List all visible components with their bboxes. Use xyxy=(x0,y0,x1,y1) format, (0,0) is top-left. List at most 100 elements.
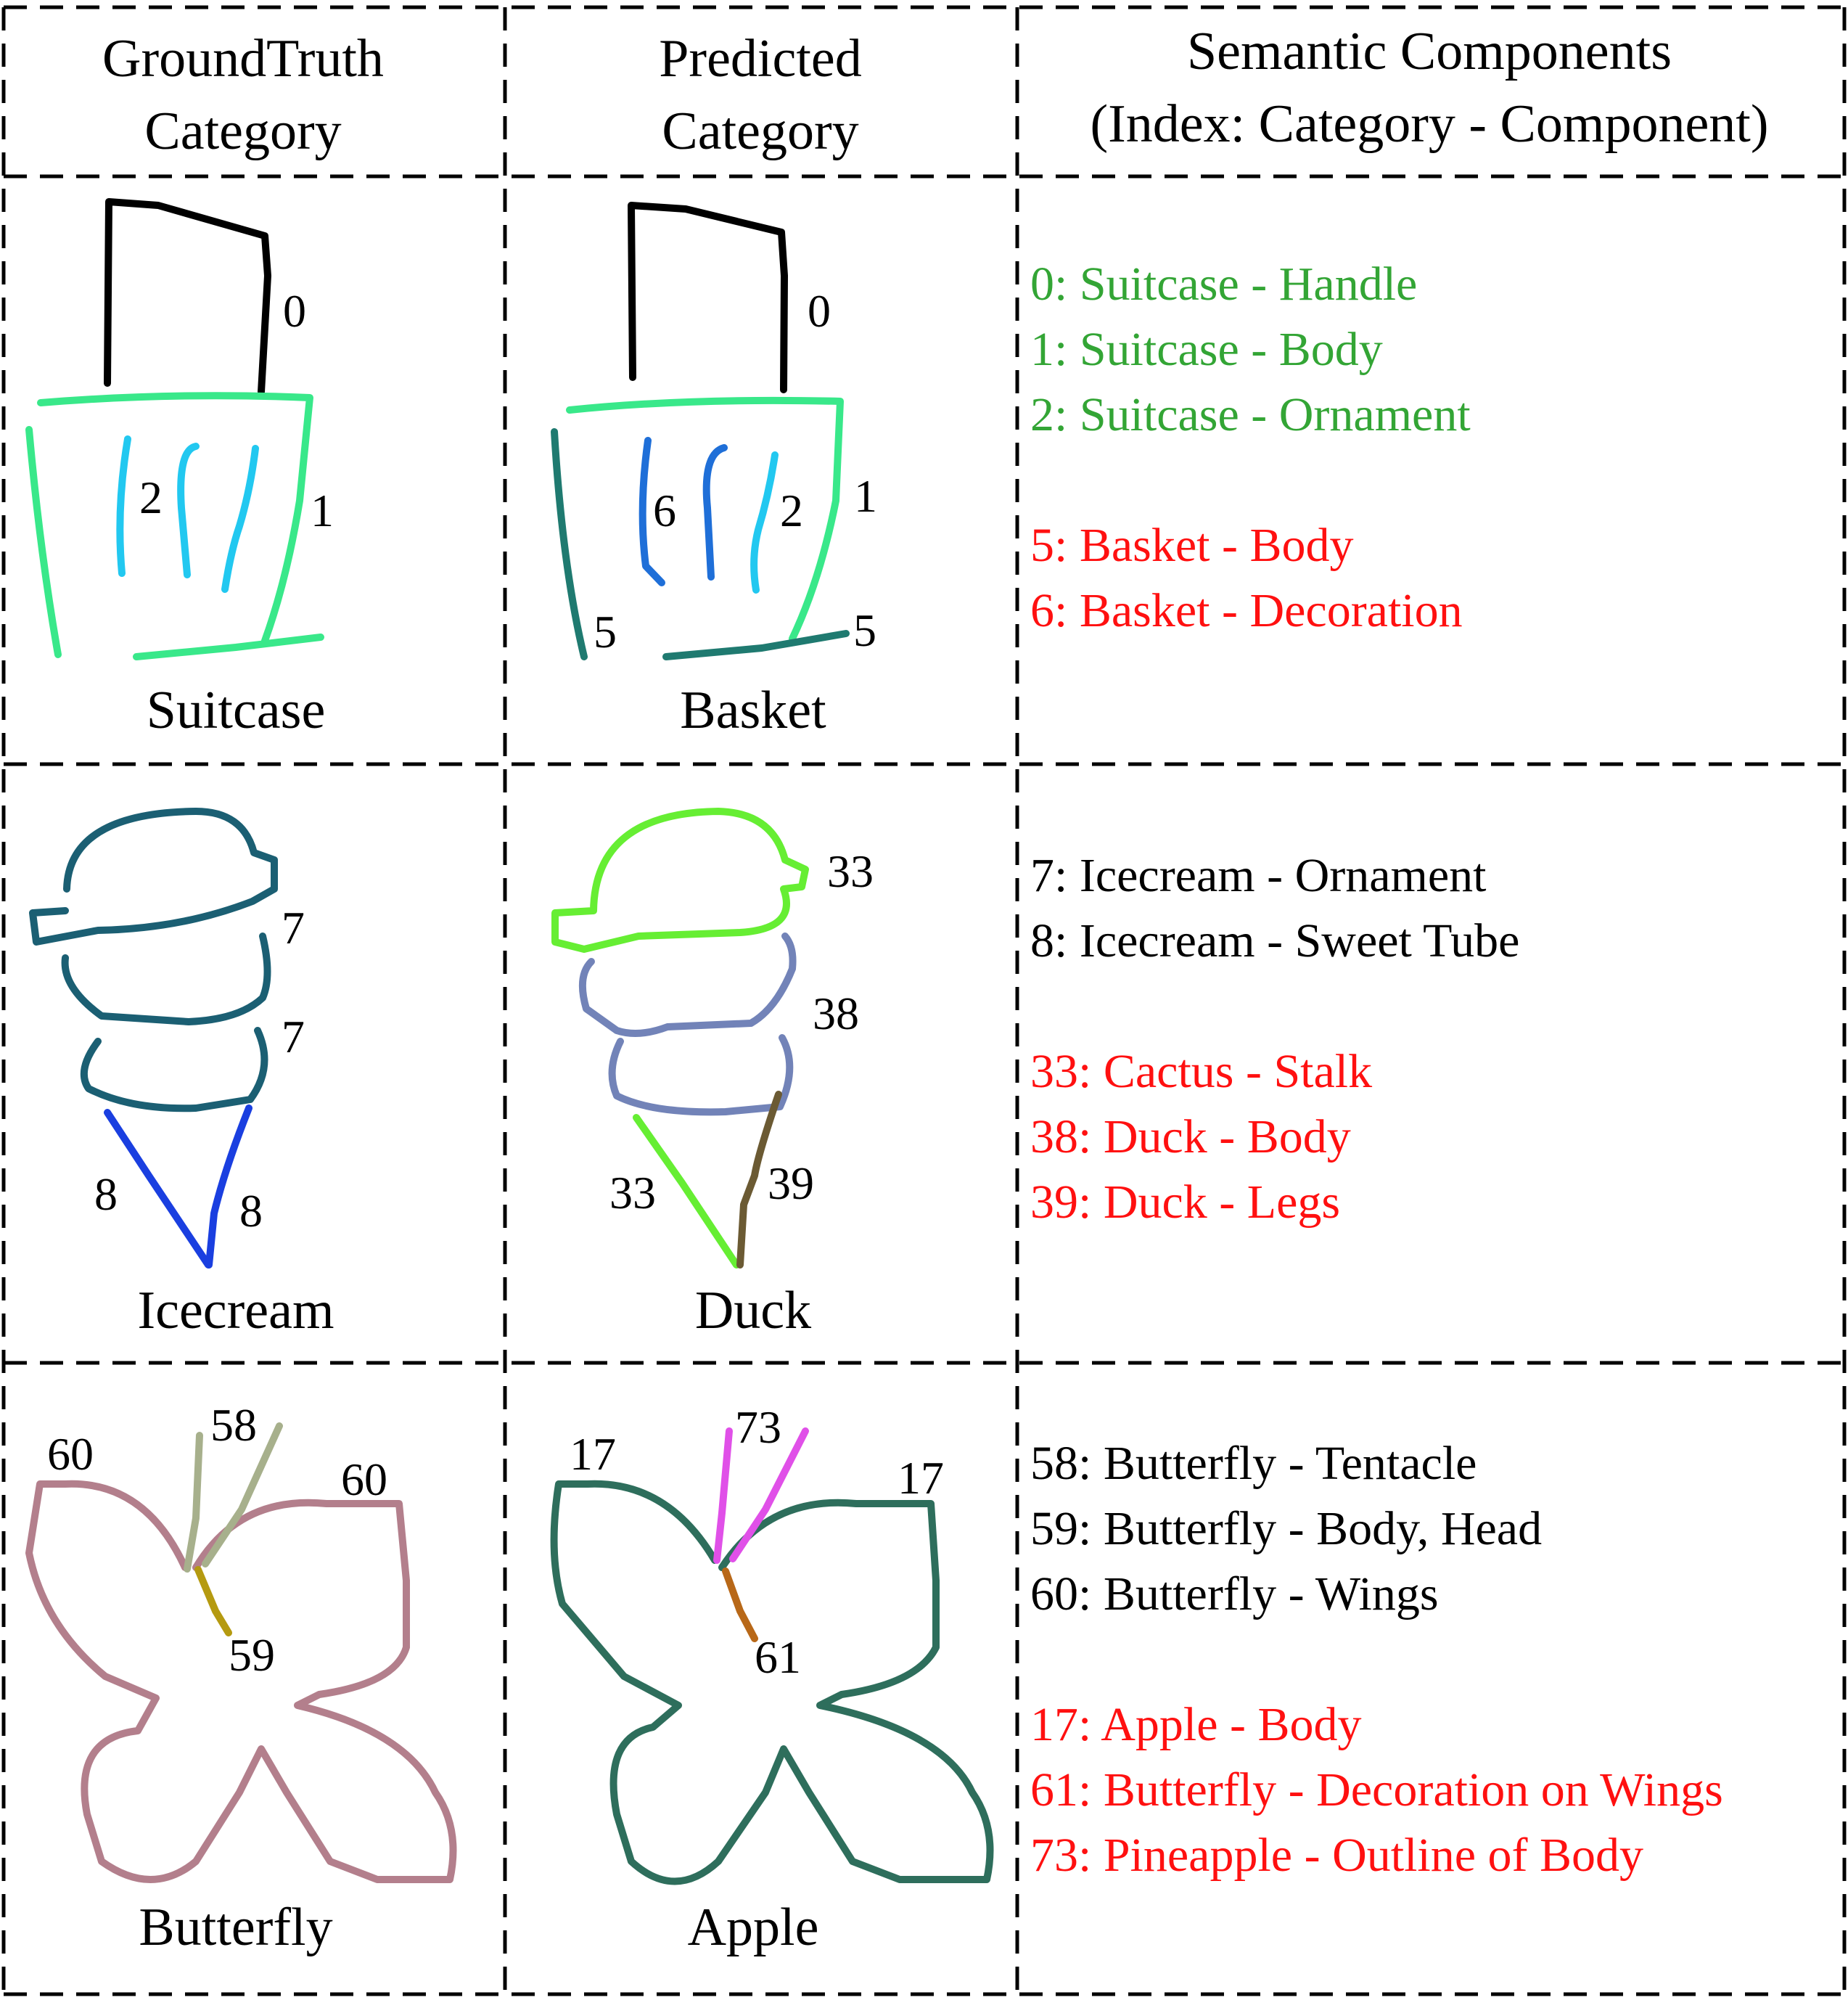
row-2: 7 7 8 8 Icecream 33 38 33 39 Duck 7: Ice… xyxy=(29,808,1519,1340)
component-entry: 39: Duck - Legs xyxy=(1030,1176,1340,1229)
component-entry: 17: Apple - Body xyxy=(1030,1698,1362,1751)
sketch-butterfly: 60 58 60 59 xyxy=(25,1399,457,1883)
predicted-caption: Duck xyxy=(695,1281,811,1340)
suitcase-body-stroke xyxy=(37,392,313,644)
sketch-apple: 17 73 17 61 xyxy=(550,1401,994,1885)
component-entry: 0: Suitcase - Handle xyxy=(1030,258,1417,311)
suitcase-handle-stroke xyxy=(104,198,271,396)
suitcase-ornament-stroke xyxy=(221,445,259,593)
suitcase-body-stroke xyxy=(133,634,324,660)
component-entry: 38: Duck - Body xyxy=(1030,1110,1351,1163)
component-label: 8 xyxy=(239,1185,263,1237)
component-label: 60 xyxy=(47,1428,94,1480)
component-entry: 60: Butterfly - Wings xyxy=(1030,1567,1439,1620)
component-entry: 33: Cactus - Stalk xyxy=(1030,1045,1372,1098)
sketch-suitcase: 0 1 2 xyxy=(25,198,334,660)
sketch-duck: 33 38 33 39 xyxy=(551,808,874,1269)
component-label: 8 xyxy=(94,1168,118,1220)
component-label: 5 xyxy=(853,604,876,656)
component-label: 33 xyxy=(827,845,874,897)
suitcase-body-stroke xyxy=(25,426,62,658)
component-label: 33 xyxy=(609,1167,656,1218)
components-list: 0: Suitcase - Handle 1: Suitcase - Body … xyxy=(1030,258,1471,637)
component-label: 2 xyxy=(139,472,163,523)
component-label: 1 xyxy=(854,470,877,522)
component-label: 17 xyxy=(570,1428,616,1480)
component-label: 39 xyxy=(768,1157,814,1209)
components-list: 7: Icecream - Ornament 8: Icecream - Swe… xyxy=(1030,849,1519,1229)
component-label: 60 xyxy=(341,1454,387,1505)
component-label: 6 xyxy=(653,485,676,536)
suitcase-handle-stroke xyxy=(628,202,788,393)
basket-decoration-stroke xyxy=(702,444,728,581)
icecream-ornament-stroke xyxy=(29,808,278,946)
component-entry: 1: Suitcase - Body xyxy=(1030,323,1383,376)
groundtruth-caption: Icecream xyxy=(137,1281,334,1340)
row-1: 0 1 2 Suitcase 0 6 2 1 5 5 Basket 0: Sui… xyxy=(25,198,1471,740)
component-label: 1 xyxy=(311,485,334,536)
component-entry: 2: Suitcase - Ornament xyxy=(1030,388,1471,441)
icecream-ornament-stroke xyxy=(80,1027,268,1112)
basket-body-stroke xyxy=(662,630,850,660)
component-label: 61 xyxy=(755,1631,801,1683)
butterfly-tentacle-stroke xyxy=(184,1432,203,1573)
component-entry: 5: Basket - Body xyxy=(1030,519,1353,572)
sketch-basket: 0 6 2 1 5 5 xyxy=(551,202,877,660)
component-label: 7 xyxy=(282,902,305,954)
butterfly-decoration-stroke xyxy=(722,1567,758,1642)
component-label: 2 xyxy=(780,485,803,536)
header-groundtruth-line1: GroundTruth xyxy=(102,29,384,89)
pineapple-outline-stroke xyxy=(713,1427,733,1564)
component-label: 17 xyxy=(898,1452,944,1504)
predicted-caption: Apple xyxy=(688,1898,819,1957)
suitcase-body-stroke xyxy=(566,396,844,642)
predicted-caption: Basket xyxy=(680,681,826,740)
apple-body-stroke xyxy=(550,1480,994,1885)
butterfly-body-stroke xyxy=(194,1566,232,1636)
component-entry: 73: Pineapple - Outline of Body xyxy=(1030,1829,1643,1882)
components-list: 58: Butterfly - Tentacle 59: Butterfly -… xyxy=(1030,1437,1723,1882)
header-components-line2: (Index: Category - Component) xyxy=(1090,94,1768,154)
header-groundtruth-line2: Category xyxy=(144,102,341,161)
sketch-icecream: 7 7 8 8 xyxy=(29,808,305,1269)
duck-legs-stroke xyxy=(736,1091,782,1269)
component-entry: 58: Butterfly - Tentacle xyxy=(1030,1437,1477,1490)
component-label: 7 xyxy=(282,1011,305,1062)
header-predicted-line1: Predicted xyxy=(659,29,861,89)
basket-decoration-stroke xyxy=(638,437,665,586)
table-grid xyxy=(1,5,1847,1996)
component-entry: 59: Butterfly - Body, Head xyxy=(1030,1502,1542,1555)
suitcase-ornament-stroke xyxy=(750,451,779,594)
cactus-stalk-stroke xyxy=(633,1114,740,1269)
component-label: 5 xyxy=(594,606,617,657)
suitcase-ornament-stroke xyxy=(177,443,200,578)
component-entry: 6: Basket - Decoration xyxy=(1030,584,1463,637)
suitcase-ornament-stroke xyxy=(116,435,131,577)
duck-body-stroke xyxy=(578,933,797,1037)
icecream-ornament-stroke xyxy=(61,933,271,1025)
component-label: 38 xyxy=(813,988,859,1039)
groundtruth-caption: Suitcase xyxy=(147,681,326,740)
header-components-line1: Semantic Components xyxy=(1187,22,1672,81)
component-entry: 8: Icecream - Sweet Tube xyxy=(1030,914,1519,967)
component-entry: 61: Butterfly - Decoration on Wings xyxy=(1030,1763,1723,1816)
butterfly-wings-stroke xyxy=(25,1480,457,1883)
component-label: 59 xyxy=(229,1629,275,1681)
row-3: 60 58 60 59 Butterfly 17 73 17 61 Apple … xyxy=(25,1399,1723,1957)
component-label: 58 xyxy=(210,1399,257,1451)
basket-body-stroke xyxy=(551,428,588,660)
icecream-tube-stroke xyxy=(104,1109,212,1269)
pineapple-outline-stroke xyxy=(729,1427,809,1562)
component-label: 73 xyxy=(735,1401,781,1453)
groundtruth-caption: Butterfly xyxy=(139,1898,332,1957)
cactus-stalk-stroke xyxy=(551,808,809,953)
duck-body-stroke xyxy=(608,1034,794,1116)
header-predicted-line2: Category xyxy=(662,102,858,161)
component-label: 0 xyxy=(283,285,306,337)
butterfly-tentacle-stroke xyxy=(202,1422,283,1567)
header-row: GroundTruth Category Predicted Category … xyxy=(102,22,1768,161)
icecream-tube-stroke xyxy=(205,1104,252,1269)
component-entry: 7: Icecream - Ornament xyxy=(1030,849,1486,902)
component-label: 0 xyxy=(808,285,831,337)
